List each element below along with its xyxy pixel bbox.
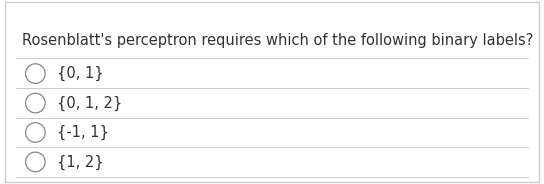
Text: {0, 1, 2}: {0, 1, 2} (57, 95, 122, 111)
FancyBboxPatch shape (5, 2, 539, 182)
Text: {1, 2}: {1, 2} (57, 154, 104, 169)
Text: {0, 1}: {0, 1} (57, 66, 104, 81)
Text: Rosenblatt's perceptron requires which of the following binary labels?: Rosenblatt's perceptron requires which o… (22, 33, 533, 48)
Text: {-1, 1}: {-1, 1} (57, 125, 109, 140)
